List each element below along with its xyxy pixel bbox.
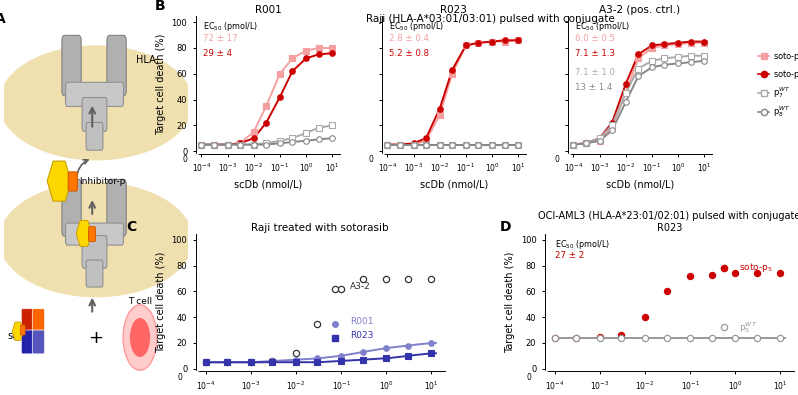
FancyBboxPatch shape — [32, 309, 45, 333]
Text: 5.2 ± 0.8: 5.2 ± 0.8 — [389, 49, 429, 58]
Text: 7.1 ± 1.3: 7.1 ± 1.3 — [575, 49, 614, 58]
Text: 7.1 ± 1.0: 7.1 ± 1.0 — [575, 68, 614, 77]
Title: R023: R023 — [440, 5, 468, 15]
FancyBboxPatch shape — [82, 98, 107, 131]
FancyBboxPatch shape — [65, 223, 124, 245]
FancyBboxPatch shape — [65, 82, 124, 106]
Text: C: C — [126, 220, 136, 234]
FancyBboxPatch shape — [62, 179, 81, 236]
FancyBboxPatch shape — [68, 172, 77, 191]
FancyBboxPatch shape — [107, 35, 126, 96]
Circle shape — [130, 318, 150, 357]
FancyBboxPatch shape — [32, 330, 45, 354]
X-axis label: scDb (nmol/L): scDb (nmol/L) — [234, 180, 302, 190]
Text: 0: 0 — [183, 155, 188, 164]
Text: 72 ± 17: 72 ± 17 — [203, 34, 238, 43]
Text: Inhibitor-p: Inhibitor-p — [79, 177, 126, 186]
Text: 0: 0 — [369, 155, 373, 164]
Circle shape — [123, 305, 157, 370]
Text: R001: R001 — [350, 318, 373, 326]
FancyBboxPatch shape — [107, 179, 126, 236]
Ellipse shape — [0, 46, 192, 160]
Text: soto-p$_5$: soto-p$_5$ — [739, 261, 773, 275]
Title: A3-2 (pos. ctrl.): A3-2 (pos. ctrl.) — [599, 5, 681, 15]
Title: R001: R001 — [255, 5, 281, 15]
Text: HLA: HLA — [136, 55, 156, 65]
FancyBboxPatch shape — [21, 325, 25, 335]
X-axis label: scDb (nmol/L): scDb (nmol/L) — [420, 180, 488, 190]
X-axis label: scDb (nmol/L): scDb (nmol/L) — [606, 180, 674, 190]
FancyBboxPatch shape — [86, 122, 103, 150]
FancyBboxPatch shape — [86, 260, 103, 287]
Text: EC$_{50}$ (pmol/L): EC$_{50}$ (pmol/L) — [575, 20, 630, 33]
Text: 0: 0 — [555, 155, 559, 164]
Title: OCI-AML3 (HLA-A*23:01/02:01) pulsed with conjugate
R023: OCI-AML3 (HLA-A*23:01/02:01) pulsed with… — [538, 211, 798, 233]
Text: A: A — [0, 12, 6, 26]
Text: +: + — [89, 329, 104, 346]
Text: 27 ± 2: 27 ± 2 — [555, 252, 584, 260]
Text: 29 ± 4: 29 ± 4 — [203, 49, 232, 58]
FancyBboxPatch shape — [22, 309, 34, 333]
Y-axis label: Target cell death (%): Target cell death (%) — [156, 34, 166, 135]
Text: 0: 0 — [177, 372, 182, 382]
Text: p$_5^{WT}$: p$_5^{WT}$ — [739, 320, 757, 335]
Text: EC$_{50}$ (pmol/L): EC$_{50}$ (pmol/L) — [203, 20, 258, 33]
FancyBboxPatch shape — [22, 330, 34, 354]
Text: scDb: scDb — [8, 331, 32, 341]
FancyBboxPatch shape — [62, 35, 81, 96]
Text: A3-2: A3-2 — [350, 282, 371, 291]
Text: T cell: T cell — [128, 297, 152, 307]
Text: D: D — [500, 220, 512, 234]
FancyBboxPatch shape — [82, 235, 107, 268]
Y-axis label: Target cell death (%): Target cell death (%) — [505, 252, 515, 353]
Text: B: B — [155, 0, 166, 13]
Ellipse shape — [0, 183, 192, 297]
Y-axis label: Target cell death (%): Target cell death (%) — [156, 252, 166, 353]
Text: EC$_{50}$ (pmol/L): EC$_{50}$ (pmol/L) — [555, 238, 610, 251]
Text: EC$_{50}$ (pmol/L): EC$_{50}$ (pmol/L) — [389, 20, 444, 33]
Legend: soto-p$_7$, soto-p$_8$, p$_7^{WT}$, p$_8^{WT}$: soto-p$_7$, soto-p$_8$, p$_7^{WT}$, p$_8… — [758, 50, 798, 119]
Text: Raji (HLA-A*03:01/03:01) pulsed with conjugate: Raji (HLA-A*03:01/03:01) pulsed with con… — [366, 14, 615, 24]
Text: 6.0 ± 0.5: 6.0 ± 0.5 — [575, 34, 614, 43]
Text: 13 ± 1.4: 13 ± 1.4 — [575, 83, 612, 92]
Text: 2.8 ± 0.4: 2.8 ± 0.4 — [389, 34, 429, 43]
Title: Raji treated with sotorasib: Raji treated with sotorasib — [251, 223, 389, 233]
FancyBboxPatch shape — [89, 227, 96, 242]
Text: R023: R023 — [350, 331, 373, 340]
Text: 0: 0 — [526, 372, 531, 382]
